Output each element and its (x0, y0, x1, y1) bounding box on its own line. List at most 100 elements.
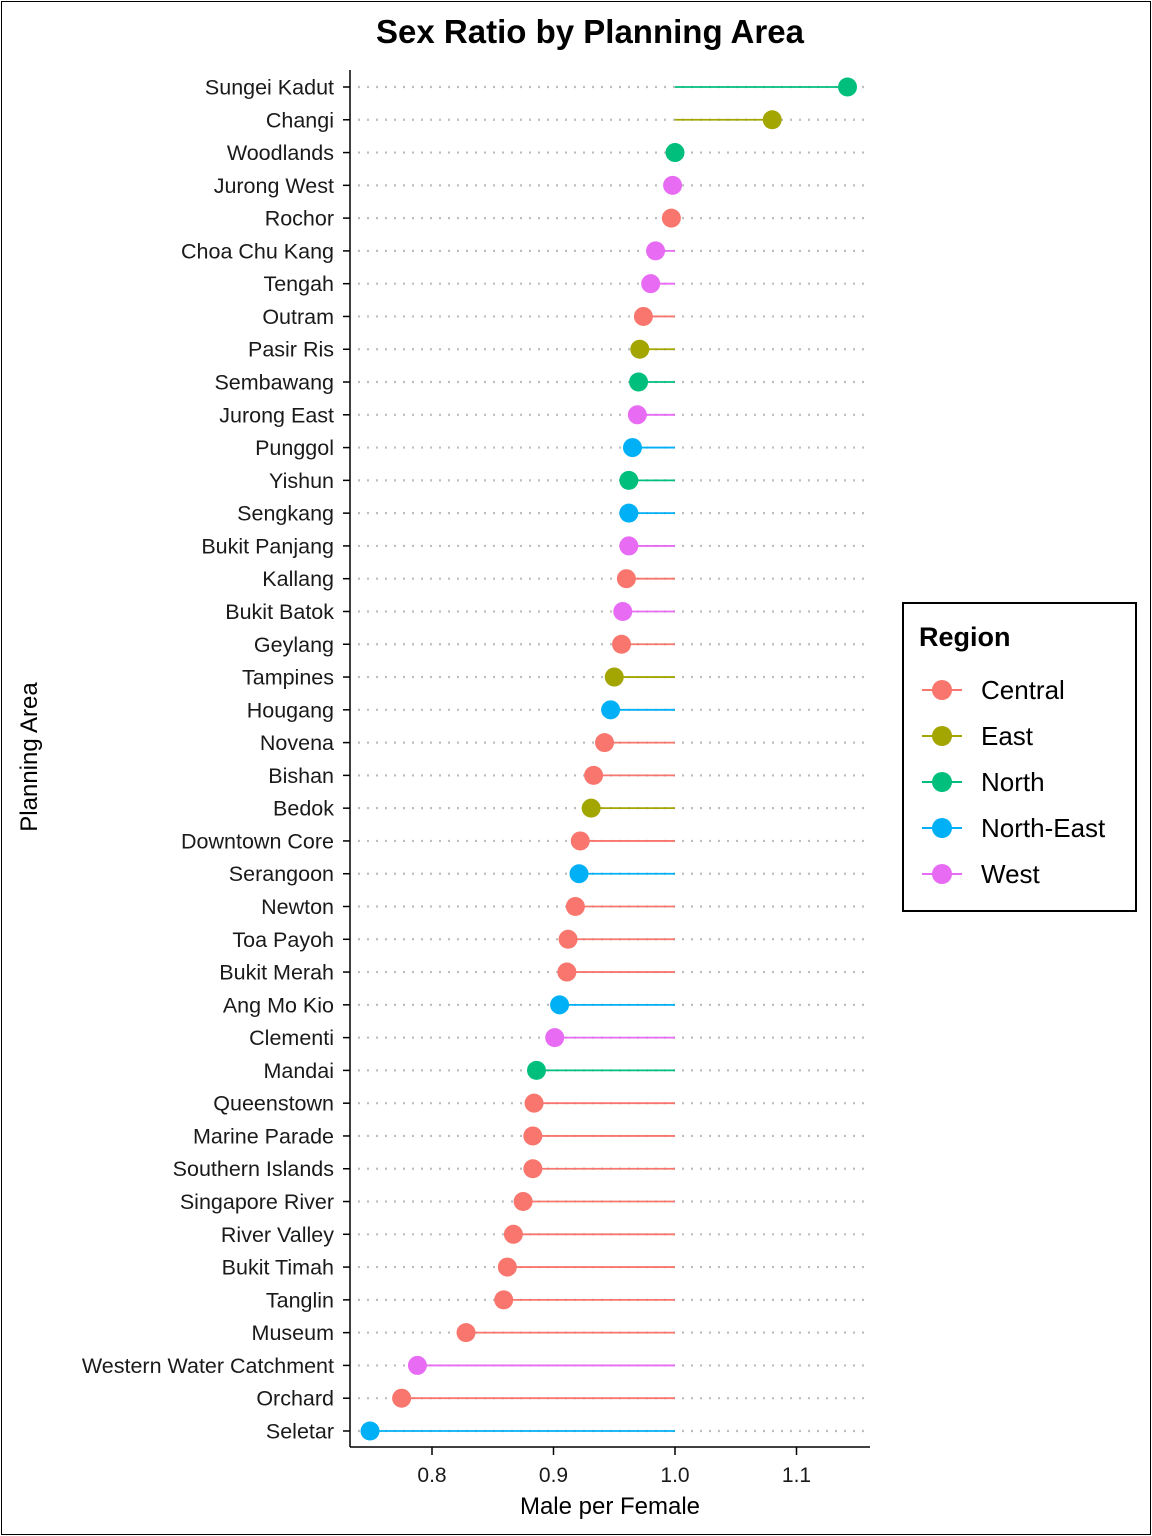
data-point (523, 1126, 543, 1146)
data-point (569, 864, 589, 884)
data-point (494, 1290, 514, 1310)
data-point (407, 1355, 427, 1375)
points (360, 77, 858, 1441)
data-point (581, 798, 601, 818)
data-point (619, 503, 639, 523)
y-tick-label: Woodlands (227, 141, 334, 165)
legend-label: Central (981, 675, 1065, 705)
legend-key-point (932, 864, 952, 884)
y-tick-label: Yishun (269, 469, 334, 493)
data-point (595, 733, 615, 753)
y-tick-label: Geylang (254, 633, 334, 657)
y-tick-label: Tengah (263, 272, 334, 296)
stems (370, 86, 848, 1432)
x-tick-label: 0.9 (539, 1464, 568, 1487)
x-axis-title: Male per Female (520, 1493, 700, 1520)
data-point (565, 897, 585, 916)
x-tick-label: 1.0 (660, 1464, 689, 1487)
y-tick-label: Tampines (242, 666, 334, 690)
x-tick-label: 0.8 (417, 1464, 446, 1487)
data-point (633, 306, 653, 326)
y-tick-label: Bukit Merah (219, 961, 334, 985)
data-point (524, 1093, 544, 1113)
y-tick-label: Sengkang (237, 502, 334, 526)
x-ticks: 0.8 0.9 1.0 1.1 (417, 1447, 811, 1487)
data-point (622, 438, 642, 458)
y-tick-label: Choa Chu Kang (181, 239, 334, 263)
data-point (557, 962, 577, 982)
y-tick-label: Bukit Batok (225, 600, 334, 624)
y-tick-label: Marine Parade (193, 1124, 334, 1148)
y-tick-label: Queenstown (213, 1092, 334, 1116)
y-tick-label: Bedok (273, 797, 334, 821)
y-tick-labels: Sungei Kadut Changi Woodlands Jurong West Ro… (82, 76, 350, 1443)
data-point (612, 634, 632, 654)
data-point (629, 372, 649, 392)
data-point (392, 1388, 412, 1408)
legend-key-point (932, 726, 952, 746)
y-tick-label: Tanglin (266, 1288, 334, 1312)
y-axis-title: Planning Area (16, 682, 43, 832)
y-tick-label: Sembawang (214, 371, 334, 395)
y-tick-label: Mandai (263, 1059, 334, 1083)
data-point (584, 765, 604, 785)
legend-key-point (932, 818, 952, 838)
y-tick-label: River Valley (221, 1223, 334, 1247)
data-point (497, 1257, 517, 1277)
y-tick-label: Bukit Panjang (201, 534, 334, 558)
data-point (630, 339, 650, 359)
data-point (550, 995, 570, 1015)
y-tick-label: Singapore River (180, 1190, 334, 1214)
data-point (627, 405, 647, 425)
y-tick-label: Newton (261, 895, 334, 919)
y-tick-label: Changi (266, 108, 334, 132)
legend-items: Central East North North-East West (922, 675, 1106, 889)
legend-label: North-East (981, 813, 1106, 843)
legend-label: West (981, 859, 1041, 889)
y-tick-label: Jurong East (219, 403, 334, 427)
data-point (663, 175, 683, 195)
y-tick-label: Novena (260, 731, 334, 755)
data-point (613, 601, 633, 621)
y-tick-label: Bukit Timah (222, 1256, 334, 1280)
data-point (661, 208, 681, 228)
chart-title: Sex Ratio by Planning Area (376, 13, 805, 50)
data-point (558, 929, 578, 949)
data-point (360, 1421, 380, 1441)
y-tick-label: Western Water Catchment (82, 1354, 334, 1378)
data-point (616, 569, 636, 589)
y-tick-label: Toa Payoh (232, 928, 334, 952)
data-point (456, 1323, 476, 1343)
y-tick-label: Pasir Ris (248, 338, 334, 362)
y-tick-label: Jurong West (214, 174, 334, 198)
y-tick-label: Orchard (256, 1387, 334, 1411)
data-point (762, 110, 782, 130)
x-tick-label: 1.1 (782, 1464, 811, 1487)
data-point (526, 1060, 546, 1080)
y-tick-label: Bishan (268, 764, 334, 788)
y-tick-label: Outram (262, 305, 334, 329)
data-point (838, 77, 858, 97)
y-tick-label: Southern Islands (173, 1157, 334, 1181)
legend-title: Region (919, 622, 1011, 652)
legend-label: North (981, 767, 1045, 797)
y-tick-label: Punggol (255, 436, 334, 460)
legend-key-point (932, 680, 952, 700)
y-tick-label: Seletar (266, 1419, 334, 1443)
legend: Region Central East North North-East West (902, 602, 1137, 912)
data-point (641, 274, 661, 294)
data-point (513, 1192, 533, 1212)
data-point (665, 143, 685, 163)
y-tick-label: Museum (252, 1321, 334, 1345)
legend-label: East (981, 721, 1034, 751)
data-point (619, 470, 639, 490)
legend-key-point (932, 772, 952, 792)
data-point (604, 667, 624, 687)
y-tick-label: Kallang (262, 567, 334, 591)
legend-box (902, 602, 1137, 912)
y-tick-label: Rochor (265, 207, 334, 231)
data-point (570, 831, 590, 851)
data-point (523, 1159, 543, 1179)
